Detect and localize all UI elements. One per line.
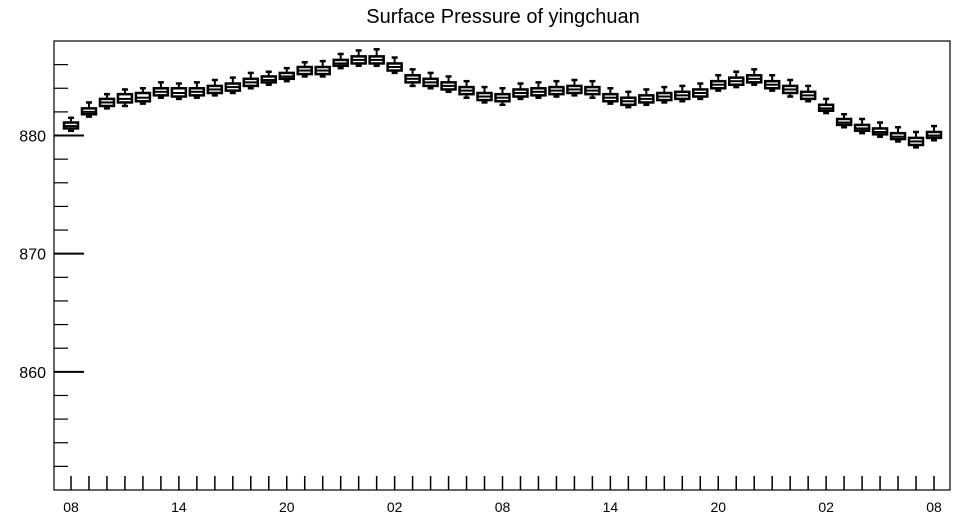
boxes [62, 48, 943, 149]
box-42 [817, 97, 835, 115]
box-10 [242, 71, 260, 90]
box-27 [548, 79, 565, 98]
box-9 [224, 76, 242, 95]
box-16 [350, 49, 367, 68]
box-31 [620, 90, 637, 109]
x-tick-label: 20 [279, 499, 295, 515]
box-39 [763, 74, 781, 92]
box-17 [368, 48, 385, 68]
box-1 [80, 101, 98, 118]
box-32 [638, 88, 655, 107]
plot-frame [53, 40, 951, 491]
box-43 [835, 113, 853, 129]
box-7 [188, 81, 206, 99]
box-33 [656, 85, 673, 104]
axes: 860 870 880 08 14 20 02 08 14 20 02 08 [19, 40, 951, 515]
y-tick-label: 880 [19, 129, 46, 146]
box-6 [170, 82, 188, 101]
box-14 [314, 59, 331, 78]
box-48 [925, 124, 943, 142]
box-18 [386, 56, 403, 75]
x-tick-label: 14 [171, 499, 187, 515]
x-tick-label: 02 [818, 499, 834, 515]
box-21 [440, 75, 457, 94]
box-4 [134, 87, 152, 105]
box-34 [674, 84, 691, 103]
box-40 [781, 78, 799, 98]
box-15 [332, 52, 349, 70]
box-8 [206, 78, 224, 97]
box-0 [62, 116, 80, 133]
y-tick-label: 860 [19, 365, 46, 382]
box-35 [692, 82, 709, 101]
x-tick-label: 20 [710, 499, 726, 515]
box-20 [422, 71, 439, 90]
box-24 [494, 87, 511, 107]
y-tick-label: 870 [19, 247, 46, 264]
box-12 [278, 66, 295, 83]
box-45 [871, 121, 889, 138]
x-tick-label: 08 [63, 499, 79, 515]
box-38 [745, 68, 763, 86]
box-41 [799, 84, 817, 103]
x-tick-label: 14 [603, 499, 619, 515]
box-37 [727, 70, 745, 89]
x-tick-label: 08 [926, 499, 942, 515]
box-25 [512, 82, 529, 101]
chart-title: Surface Pressure of yingchuan [366, 6, 640, 28]
box-2 [98, 92, 116, 110]
x-tick-label: 08 [495, 499, 511, 515]
box-30 [602, 87, 619, 105]
box-19 [404, 68, 421, 88]
box-46 [889, 126, 907, 143]
box-28 [566, 78, 583, 97]
x-tick-label: 02 [387, 499, 403, 515]
box-5 [152, 81, 170, 99]
box-3 [116, 88, 134, 108]
box-22 [458, 79, 475, 99]
box-36 [710, 74, 727, 92]
box-11 [260, 70, 278, 86]
box-23 [476, 85, 493, 104]
box-47 [907, 130, 925, 149]
box-44 [853, 117, 871, 135]
box-26 [530, 81, 547, 99]
box-29 [584, 79, 601, 99]
box-13 [296, 61, 313, 78]
